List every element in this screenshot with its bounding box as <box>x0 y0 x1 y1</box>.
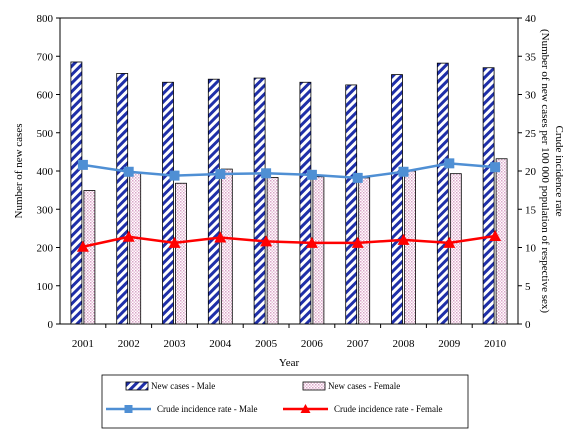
y2-tick-label: 25 <box>525 128 537 140</box>
y-tick-label: 0 <box>48 319 54 331</box>
y2-tick-label: 0 <box>525 319 531 331</box>
y-tick-label: 600 <box>37 90 54 102</box>
bar-male-2006 <box>299 81 312 325</box>
legend: New cases - Male New cases - Female Crude … <box>101 374 469 429</box>
marker-female-2002 <box>122 230 135 242</box>
bar-male-2008 <box>391 74 403 325</box>
legend-label: New cases - Female <box>328 381 400 391</box>
x-tick-label: 2009 <box>438 338 461 350</box>
bar-male-2001 <box>70 61 83 325</box>
bar-male-2010 <box>482 67 495 325</box>
x-tick-label: 2002 <box>118 338 140 350</box>
marker-male-2004 <box>215 169 226 180</box>
marker-male-2007 <box>352 172 363 183</box>
y-tick-label: 100 <box>37 281 54 293</box>
marker-male-2002 <box>123 166 134 177</box>
bar-female-2005 <box>266 177 279 325</box>
bar-female-2007 <box>358 177 371 325</box>
bar-male-2009 <box>436 62 449 325</box>
marker-male-2006 <box>306 169 317 180</box>
x-tick-label: 2007 <box>347 338 370 350</box>
y2-tick-label: 20 <box>525 166 537 178</box>
x-tick-label: 2003 <box>164 338 187 350</box>
marker-female-2006 <box>305 236 318 248</box>
marker-male-2003 <box>169 170 180 181</box>
y2-axis-title-line2: (Number of new cases per 100 000 populat… <box>539 29 551 313</box>
y2-tick-label: 35 <box>525 51 537 63</box>
legend-marker-triangle <box>300 404 311 413</box>
marker-female-2010 <box>489 230 502 242</box>
bar-female-2003 <box>175 182 187 325</box>
y-tick-label: 800 <box>37 13 54 25</box>
marker-female-2001 <box>76 240 89 252</box>
marker-male-2005 <box>261 168 272 179</box>
bar-female-2010 <box>495 158 508 325</box>
marker-female-2007 <box>351 236 364 248</box>
marker-male-2009 <box>444 158 455 169</box>
bar-male-2004 <box>207 78 220 325</box>
y-axis-title: Number of new cases <box>13 124 25 219</box>
line-female-rate <box>82 234 496 248</box>
y-tick-label: 400 <box>37 166 54 178</box>
x-tick-label: 2010 <box>484 338 507 350</box>
legend-label: Crude incidence rate - Male <box>157 404 257 414</box>
x-tick-label: 2004 <box>209 338 232 350</box>
x-tick-label: 2008 <box>393 338 416 350</box>
y2-axis-title: Crude incidence rate(Number of new cases… <box>539 29 565 313</box>
x-tick-label: 2005 <box>255 338 278 350</box>
bar-female-2004 <box>220 168 233 325</box>
y2-axis-title-line1: Crude incidence rate <box>553 125 565 216</box>
y2-tick-label: 40 <box>525 13 537 25</box>
bar-male-2003 <box>162 81 174 325</box>
marker-male-2010 <box>490 162 501 173</box>
y2-tick-label: 10 <box>525 243 537 255</box>
y2-tick-label: 30 <box>525 90 537 102</box>
marker-male-2008 <box>398 166 409 177</box>
x-tick-label: 2001 <box>72 338 94 350</box>
bar-male-2007 <box>345 84 358 325</box>
y2-tick-label: 5 <box>525 281 531 293</box>
marker-female-2009 <box>443 236 456 248</box>
y2-tick-label: 15 <box>525 204 537 216</box>
marker-male-2001 <box>77 159 88 170</box>
y-tick-label: 500 <box>37 128 54 140</box>
x-tick-label: 2006 <box>301 338 324 350</box>
bar-female-2001 <box>83 190 96 325</box>
line-male-rate <box>82 162 496 180</box>
bar-female-2009 <box>449 173 462 325</box>
bar-female-2002 <box>129 171 142 325</box>
plot-area <box>59 17 519 325</box>
bar-male-2002 <box>116 73 129 325</box>
marker-female-2008 <box>397 233 410 245</box>
y-tick-label: 200 <box>37 243 54 255</box>
marker-female-2005 <box>260 235 273 247</box>
legend-box <box>101 374 469 429</box>
legend-label: New cases - Male <box>151 381 215 391</box>
x-axis-title: Year <box>279 357 300 369</box>
legend-swatch-male <box>125 381 149 391</box>
bar-female-2006 <box>312 176 325 325</box>
y-tick-label: 300 <box>37 204 54 216</box>
axes: 0 100 200 300 400 500 600 700 800 0 5 10 15 20 25 30 35 4… <box>37 13 537 350</box>
legend-label: Crude incidence rate - Female <box>334 404 442 414</box>
legend-marker-square <box>124 405 133 413</box>
marker-female-2004 <box>214 231 227 243</box>
marker-female-2003 <box>168 236 181 248</box>
bar-male-2005 <box>253 77 266 325</box>
legend-swatch-female <box>302 381 326 391</box>
y-tick-label: 700 <box>37 51 54 63</box>
bar-female-2008 <box>404 170 416 325</box>
